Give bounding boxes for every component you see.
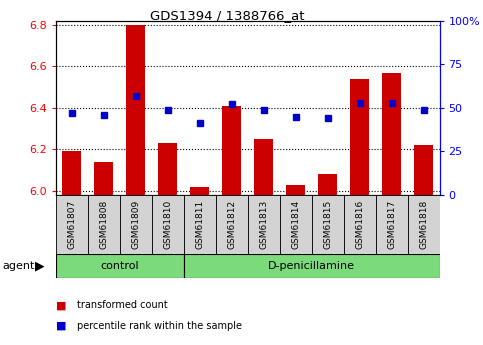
Bar (62, 151, 81, 195)
Bar (94, 162, 113, 195)
Text: percentile rank within the sample: percentile rank within the sample (77, 321, 242, 331)
Bar (190, 187, 209, 195)
Text: GSM61818: GSM61818 (419, 200, 428, 249)
Text: control: control (100, 261, 139, 270)
Text: GSM61808: GSM61808 (99, 200, 108, 249)
Bar (87, 195, 120, 254)
Text: GSM61811: GSM61811 (195, 200, 204, 249)
Bar (120, 195, 152, 254)
Text: GSM61815: GSM61815 (323, 200, 332, 249)
Bar (126, 25, 145, 195)
Bar (184, 195, 215, 254)
Text: GSM61812: GSM61812 (227, 200, 236, 249)
Bar (376, 195, 408, 254)
Bar (280, 195, 312, 254)
Text: ■: ■ (56, 300, 66, 310)
Bar (215, 195, 248, 254)
Text: GSM61807: GSM61807 (67, 200, 76, 249)
Bar (382, 72, 401, 195)
Bar (286, 185, 305, 195)
Text: agent: agent (2, 261, 35, 270)
Bar (56, 195, 87, 254)
Bar (222, 106, 241, 195)
Text: ■: ■ (56, 321, 66, 331)
Text: ▶: ▶ (35, 259, 44, 272)
Bar (414, 145, 433, 195)
Text: transformed count: transformed count (77, 300, 168, 310)
Text: GSM61813: GSM61813 (259, 200, 268, 249)
Bar (254, 139, 273, 195)
Text: GSM61814: GSM61814 (291, 200, 300, 249)
Text: GSM61816: GSM61816 (355, 200, 364, 249)
Text: GSM61809: GSM61809 (131, 200, 140, 249)
Text: D-penicillamine: D-penicillamine (268, 261, 355, 270)
Bar (408, 195, 440, 254)
Text: GSM61817: GSM61817 (387, 200, 396, 249)
Bar (318, 174, 337, 195)
Bar (350, 79, 369, 195)
Bar (158, 143, 177, 195)
Bar (343, 195, 376, 254)
Bar (184, 254, 440, 278)
Text: GSM61810: GSM61810 (163, 200, 172, 249)
Bar (152, 195, 184, 254)
Bar (312, 195, 343, 254)
Text: GDS1394 / 1388766_at: GDS1394 / 1388766_at (150, 9, 304, 22)
Bar (56, 254, 184, 278)
Bar (248, 195, 280, 254)
